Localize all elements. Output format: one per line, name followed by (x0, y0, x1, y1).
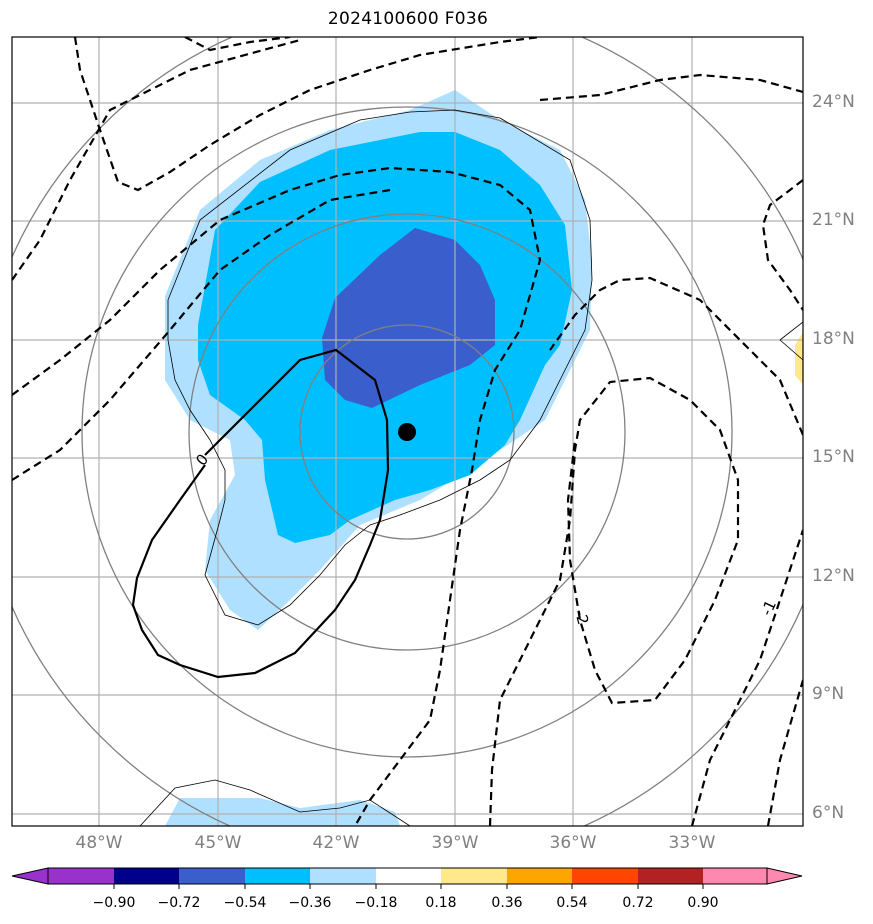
colorbar-seg (114, 868, 179, 884)
storm-center-marker (398, 423, 416, 441)
yellow-shading (795, 332, 803, 385)
thin-contours (139, 109, 803, 826)
figure-title: 2024100600 F036 (327, 9, 489, 29)
lat-label-12n: 12°N (812, 566, 855, 586)
colorbar (11, 867, 803, 889)
lat-label-18n: 18°N (812, 329, 855, 349)
plot-frame (11, 36, 804, 827)
colorbar-seg (638, 868, 703, 884)
colorbar-extend-max (766, 867, 803, 885)
colorbar-tick-label: −0.54 (223, 895, 267, 911)
dashed-contours (12, 37, 803, 826)
graticule (12, 37, 803, 826)
lon-label-39w: 39°W (431, 833, 479, 853)
colorbar-seg (376, 868, 441, 884)
light-blue-shading-south (165, 798, 400, 826)
colorbar-extend-min (11, 867, 49, 885)
lat-label-21n: 21°N (812, 210, 855, 230)
lon-label-36w: 36°W (549, 833, 597, 853)
colorbar-tick-label: −0.90 (92, 895, 136, 911)
lon-label-42w: 42°W (312, 833, 360, 853)
colorbar-tick-label: −0.18 (354, 895, 398, 911)
lat-label-24n: 24°N (812, 92, 855, 112)
colorbar-seg (441, 868, 507, 884)
solid-zero-contour (131, 348, 390, 679)
colorbar-seg (572, 868, 638, 884)
colorbar-tick-label: −0.36 (288, 895, 332, 911)
colorbar-tick-label: 0.36 (491, 895, 523, 911)
lon-label-45w: 45°W (194, 833, 242, 853)
colorbar-tick-label: 0.18 (425, 895, 457, 911)
lat-label-9n: 9°N (812, 684, 845, 704)
colorbar-seg (245, 868, 310, 884)
lon-label-48w: 48°W (75, 833, 123, 853)
colorbar-seg (703, 868, 767, 884)
colorbar-tick-label: 0.72 (622, 895, 654, 911)
lat-label-6n: 6°N (812, 803, 845, 823)
colorbar-tick-label: 0.90 (687, 895, 719, 911)
colorbar-tick-label: −0.72 (157, 895, 201, 911)
contour-label-zero: 0 (192, 450, 212, 469)
colorbar-seg (310, 868, 376, 884)
contour-label-minus-two: -2 (571, 607, 592, 626)
dark-blue-shading (322, 228, 495, 408)
colorbar-tick-label: 0.54 (556, 895, 588, 911)
colorbar-outline (47, 867, 768, 885)
lat-label-15n: 15°N (812, 447, 855, 467)
range-rings (12, 37, 803, 826)
colorbar-ticks (113, 884, 704, 889)
colorbar-seg (179, 868, 245, 884)
colorbar-seg (48, 868, 114, 884)
lon-label-33w: 33°W (668, 833, 716, 853)
colorbar-seg (507, 868, 572, 884)
contour-label-minus-one: -1 (757, 597, 780, 618)
